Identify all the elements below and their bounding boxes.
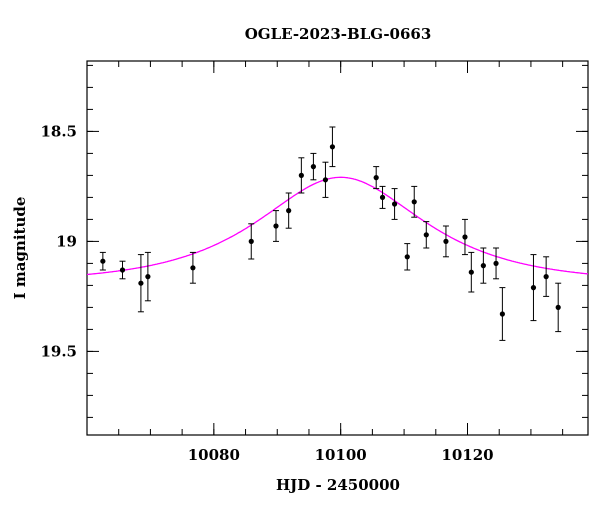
data-marker xyxy=(391,201,398,207)
data-point xyxy=(189,251,196,284)
data-point xyxy=(404,243,411,271)
data-point xyxy=(480,247,487,284)
data-marker xyxy=(273,223,279,229)
x-tick-label: 10120 xyxy=(441,446,493,464)
data-point xyxy=(468,251,475,293)
data-point xyxy=(298,157,305,194)
data-point xyxy=(530,254,537,322)
data-point xyxy=(411,185,418,218)
data-point xyxy=(391,188,398,220)
data-marker xyxy=(411,199,417,205)
x-tick-labels: 10080 10100 10120 xyxy=(188,446,494,464)
data-point xyxy=(272,210,279,242)
data-marker xyxy=(248,238,254,244)
data-points xyxy=(99,126,562,341)
data-marker xyxy=(286,208,292,214)
data-marker xyxy=(322,177,329,183)
data-marker xyxy=(462,234,468,240)
data-marker xyxy=(443,238,449,244)
data-point xyxy=(543,256,550,297)
data-point xyxy=(493,247,500,280)
data-point xyxy=(322,161,329,198)
data-marker xyxy=(499,311,505,317)
chart-title: OGLE-2023-BLG-0663 xyxy=(245,25,432,43)
x-tick-label: 10080 xyxy=(188,446,240,464)
data-marker xyxy=(100,258,106,264)
x-axis-label: HJD - 2450000 xyxy=(276,476,400,494)
data-marker xyxy=(138,280,144,286)
data-marker xyxy=(119,267,126,273)
data-point xyxy=(555,282,562,333)
data-marker xyxy=(310,164,317,170)
data-marker xyxy=(543,274,549,280)
y-tick-labels: 18.5 19 19.5 xyxy=(40,122,77,360)
data-marker xyxy=(190,265,196,271)
data-marker xyxy=(468,269,474,275)
data-point xyxy=(310,152,317,181)
data-point xyxy=(99,251,106,271)
data-point xyxy=(442,225,449,258)
data-marker xyxy=(373,175,379,181)
data-point xyxy=(423,221,430,249)
data-marker xyxy=(555,304,561,310)
data-point xyxy=(329,126,336,168)
y-tick-label: 18.5 xyxy=(40,122,77,140)
major-ticks xyxy=(87,61,588,435)
y-tick-label: 19.5 xyxy=(40,342,77,360)
data-marker xyxy=(298,172,304,178)
data-marker xyxy=(423,232,429,238)
data-point xyxy=(373,166,380,190)
data-point xyxy=(499,287,506,341)
data-point xyxy=(248,223,255,260)
data-point xyxy=(379,185,386,209)
data-point xyxy=(144,251,151,302)
plot-frame xyxy=(86,60,589,436)
y-tick-label: 19 xyxy=(56,232,77,250)
data-marker xyxy=(404,254,410,260)
data-point xyxy=(137,254,144,313)
data-point xyxy=(119,260,126,280)
minor-ticks xyxy=(86,61,588,435)
data-marker xyxy=(145,274,151,280)
data-marker xyxy=(480,263,486,269)
y-axis-label: I magnitude xyxy=(11,197,29,300)
data-point xyxy=(285,192,292,229)
data-marker xyxy=(530,285,537,291)
data-point xyxy=(461,218,468,256)
data-marker xyxy=(379,194,386,200)
x-tick-label: 10100 xyxy=(315,446,367,464)
data-marker xyxy=(493,260,499,266)
model-curve xyxy=(86,176,589,276)
data-marker xyxy=(329,144,336,150)
